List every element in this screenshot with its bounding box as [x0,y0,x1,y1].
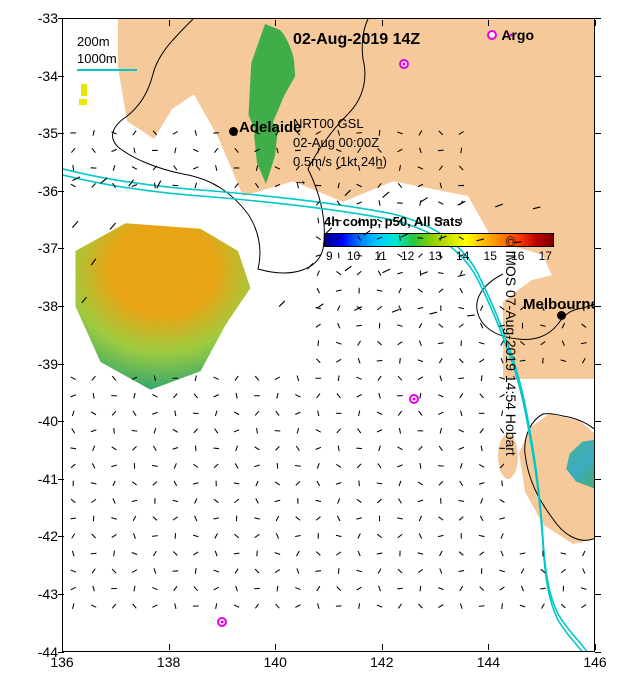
x-tick-mark-top-0 [62,20,63,26]
x-tick-mark-bottom-5 [595,644,596,650]
x-tick-mark-top-5 [595,20,596,26]
y-tick-mark-9 [58,536,64,537]
y-tick-mark-0 [58,18,64,19]
x-tick-mark-top-3 [382,20,383,26]
colorbar-title: 4h comp, p50, All Sats [324,214,554,229]
x-tick-mark-bottom-3 [382,644,383,650]
y-tick-label--39: -39 [18,356,58,372]
y-tick-label--37: -37 [18,240,58,256]
y-tick-label--41: -41 [18,471,58,487]
x-axis-bottom: 136 138 140 142 144 146 [62,652,595,674]
scale-label-200m: 200m [77,33,137,50]
y-tick-label--38: -38 [18,298,58,314]
x-tick-label-136: 136 [50,654,73,670]
y-tick-mark-5 [58,306,64,307]
y-tick-mark-right-5 [595,306,601,307]
info-line-scale: 0.5m/s (1kt 24h) [293,152,387,171]
x-tick-label-146: 146 [583,654,606,670]
colorbar-gradient [324,233,554,247]
y-tick-mark-right-0 [595,18,601,19]
colorbar-legend: 4h comp, p50, All Sats 9 10 11 12 13 14 … [324,214,554,263]
y-tick-mark-right-4 [595,248,601,249]
y-tick-mark-8 [58,479,64,480]
y-tick-mark-right-1 [595,76,601,77]
x-tick-label-142: 142 [370,654,393,670]
x-tick-mark-bottom-0 [62,644,63,650]
x-tick-label-140: 140 [264,654,287,670]
city-label-adelaide: Adelaide [239,119,302,136]
y-tick-mark-3 [58,191,64,192]
colorbar-ticks-row: 9 10 11 12 13 14 15 16 17 [324,249,554,263]
map-date-title: 02-Aug-2019 14Z [293,31,420,49]
x-tick-mark-top-4 [488,20,489,26]
info-line-model: NRT00 GSL [293,114,387,133]
info-line-date: 02-Aug 00:00Z [293,133,387,152]
y-tick-mark-1 [58,76,64,77]
y-tick-label--42: -42 [18,528,58,544]
y-tick-label--43: -43 [18,586,58,602]
y-tick-mark-right-10 [595,594,601,595]
y-tick-mark-7 [58,421,64,422]
scale-label-1000m: 1000m [77,50,137,67]
y-tick-mark-right-2 [595,133,601,134]
y-tick-label--35: -35 [18,125,58,141]
y-tick-mark-right-7 [595,421,601,422]
y-tick-mark-right-11 [595,652,601,653]
info-scale-arrow: → [293,171,387,190]
y-tick-mark-4 [58,248,64,249]
y-tick-mark-10 [58,594,64,595]
depth-scale-legend: 200m 1000m [77,33,137,71]
y-axis-right [595,18,627,652]
copyright-watermark: © IMOS 07-Aug-2019 14:54 Hobart [503,236,519,456]
city-marker-adelaide[interactable] [229,127,238,136]
scale-bar-line [77,69,137,71]
x-tick-label-138: 138 [157,654,180,670]
x-tick-mark-top-2 [275,20,276,26]
y-tick-label--40: -40 [18,413,58,429]
x-tick-mark-bottom-1 [169,644,170,650]
y-tick-mark-right-6 [595,364,601,365]
y-tick-label--33: -33 [18,10,58,26]
city-label-melbourne: Melbourne [523,296,595,313]
x-tick-label-144: 144 [477,654,500,670]
y-tick-mark-right-3 [595,191,601,192]
y-axis-left: -33 -34 -35 -36 -37 -38 -39 -40 -41 -42 … [0,18,62,652]
y-tick-label--34: -34 [18,68,58,84]
x-tick-mark-bottom-2 [275,644,276,650]
x-tick-mark-top-1 [169,20,170,26]
argo-marker-3[interactable] [217,617,227,627]
argo-marker-1[interactable] [399,59,409,69]
y-tick-label--36: -36 [18,183,58,199]
y-tick-mark-2 [58,133,64,134]
argo-legend-marker [487,30,497,40]
wind-current-map: 200m 1000m 02-Aug-2019 14Z Argo NRT00 GS… [0,0,627,692]
model-info-block: NRT00 GSL 02-Aug 00:00Z 0.5m/s (1kt 24h)… [293,114,387,190]
x-axis-top [62,0,595,18]
y-tick-mark-right-9 [595,536,601,537]
x-tick-mark-bottom-4 [488,644,489,650]
y-tick-mark-right-8 [595,479,601,480]
argo-legend-label: Argo [501,27,534,43]
argo-marker-2[interactable] [409,394,419,404]
argo-legend-entry: Argo [487,27,534,43]
y-tick-mark-6 [58,364,64,365]
